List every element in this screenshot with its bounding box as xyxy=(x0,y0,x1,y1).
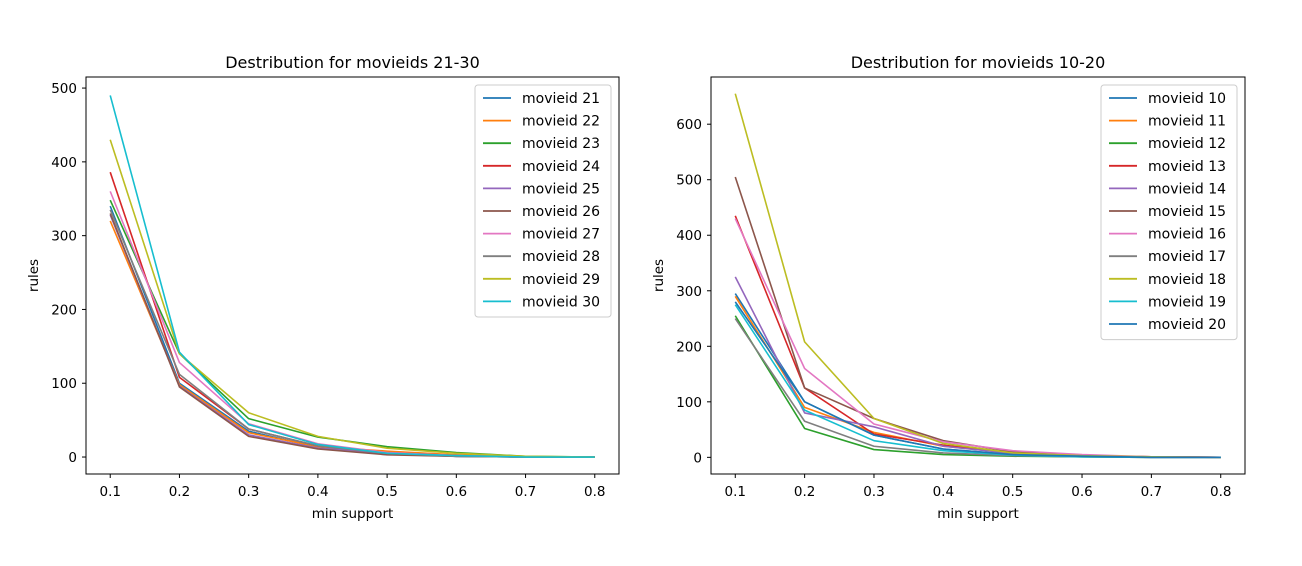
x-tick-label: 0.5 xyxy=(1002,484,1023,500)
x-tick-label: 0.8 xyxy=(584,484,605,500)
y-axis-label: rules xyxy=(26,259,42,292)
x-tick-label: 0.6 xyxy=(446,484,467,500)
legend-label: movieid 11 xyxy=(1148,114,1226,130)
chart-right: Destribution for movieids 10-20 0.1 0.2 0.3… xyxy=(651,53,1246,522)
y-tick-label: 400 xyxy=(51,155,77,171)
x-tick-label: 0.4 xyxy=(933,484,954,500)
series-lines xyxy=(734,93,1221,459)
legend-label: movieid 19 xyxy=(1148,294,1226,310)
legend-label: movieid 16 xyxy=(1148,227,1226,243)
legend-label: movieid 25 xyxy=(522,181,600,197)
x-tick-label: 0.2 xyxy=(794,484,815,500)
legend-label: movieid 24 xyxy=(522,159,600,175)
y-tick-label: 200 xyxy=(676,339,702,355)
chart-left: Destribution for movieids 21-30 0.1 0.2 0.3… xyxy=(26,53,620,522)
legend-label: movieid 10 xyxy=(1148,91,1226,107)
x-tick-label: 0.6 xyxy=(1071,484,1092,500)
x-tick-label: 0.3 xyxy=(238,484,259,500)
y-tick-label: 300 xyxy=(676,284,702,300)
plot-frame xyxy=(710,76,1246,475)
series-line-movieid-20 xyxy=(734,301,1221,459)
y-tick-label: 600 xyxy=(676,117,702,133)
y-tick-label: 0 xyxy=(68,450,77,466)
legend-box xyxy=(1100,84,1238,341)
x-axis-label: min support xyxy=(312,506,394,522)
x-tick-label: 0.3 xyxy=(863,484,884,500)
legend-label: movieid 26 xyxy=(522,204,600,220)
y-tick-label: 500 xyxy=(676,173,702,189)
legend-label: movieid 30 xyxy=(522,294,600,310)
x-tick-label: 0.1 xyxy=(99,484,120,500)
legend-label: movieid 12 xyxy=(1148,136,1226,152)
plot-frame xyxy=(85,76,620,475)
legend-label: movieid 13 xyxy=(1148,159,1226,175)
x-tick-label: 0.5 xyxy=(376,484,397,500)
y-tick-label: 400 xyxy=(676,228,702,244)
x-tick-label: 0.7 xyxy=(1141,484,1162,500)
legend-label: movieid 27 xyxy=(522,227,600,243)
chart-title: Destribution for movieids 21-30 xyxy=(225,53,480,72)
legend-label: movieid 22 xyxy=(522,114,600,130)
y-tick-label: 300 xyxy=(51,229,77,245)
legend-label: movieid 23 xyxy=(522,136,600,152)
legend-label: movieid 18 xyxy=(1148,272,1226,288)
y-tick-label: 0 xyxy=(693,450,702,466)
x-tick-label: 0.8 xyxy=(1210,484,1231,500)
legend-label: movieid 14 xyxy=(1148,181,1226,197)
x-tick-label: 0.7 xyxy=(515,484,536,500)
y-tick-label: 500 xyxy=(51,81,77,97)
legend: movieid 10 movieid 11 movieid 12 movieid 13… xyxy=(1100,84,1238,341)
legend-label: movieid 20 xyxy=(1148,317,1226,333)
x-axis-label: min support xyxy=(937,506,1019,522)
legend: movieid 21 movieid 22 movieid 23 movieid 24… xyxy=(474,84,612,318)
y-tick-label: 100 xyxy=(51,376,77,392)
x-tick-label: 0.2 xyxy=(169,484,190,500)
y-tick-label: 100 xyxy=(676,395,702,411)
x-tick-label: 0.4 xyxy=(307,484,328,500)
x-tick-label: 0.1 xyxy=(725,484,746,500)
y-tick-label: 200 xyxy=(51,302,77,318)
y-axis-label: rules xyxy=(651,259,667,292)
series-line-movieid-30 xyxy=(109,95,595,458)
series-lines xyxy=(109,95,595,458)
legend-label: movieid 21 xyxy=(522,91,600,107)
legend-label: movieid 15 xyxy=(1148,204,1226,220)
legend-label: movieid 29 xyxy=(522,272,600,288)
chart-title: Destribution for movieids 10-20 xyxy=(851,53,1106,72)
legend-label: movieid 17 xyxy=(1148,249,1226,265)
legend-label: movieid 28 xyxy=(522,249,600,265)
